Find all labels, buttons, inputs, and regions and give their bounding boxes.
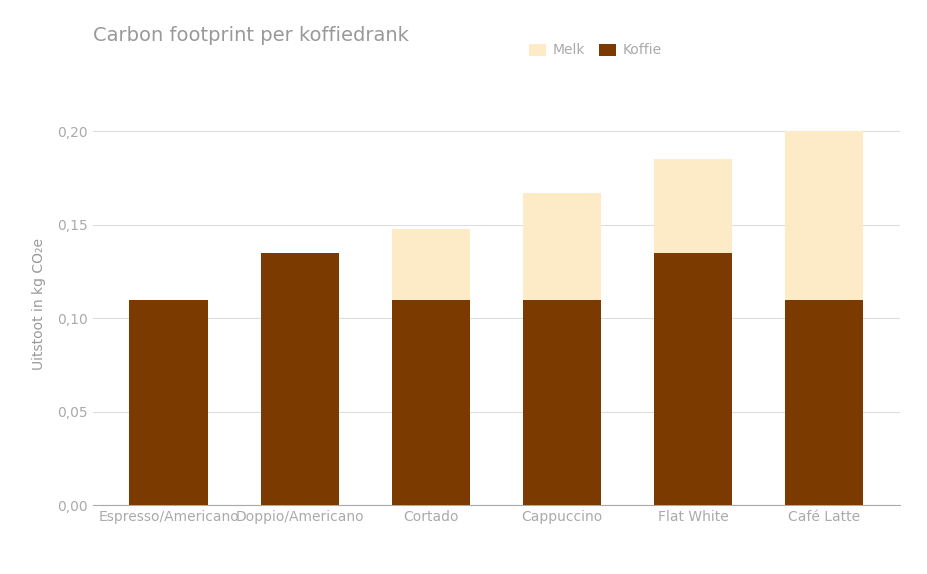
Bar	[130, 300, 208, 505]
Bar	[391, 300, 470, 505]
Text: Carbon footprint per koffiedrank: Carbon footprint per koffiedrank	[93, 26, 408, 45]
Legend: Melk, Koffie: Melk, Koffie	[523, 38, 667, 63]
Bar	[784, 131, 862, 300]
Bar	[522, 300, 601, 505]
Bar	[260, 253, 339, 505]
Bar	[653, 160, 731, 253]
Bar	[391, 228, 470, 300]
Bar	[784, 300, 862, 505]
Bar	[522, 193, 601, 300]
Bar	[653, 253, 731, 505]
Y-axis label: Uitstoot in kg CO₂e: Uitstoot in kg CO₂e	[32, 238, 46, 370]
